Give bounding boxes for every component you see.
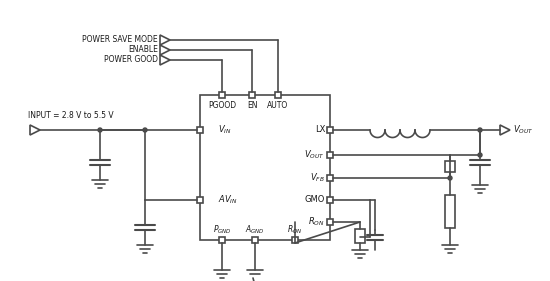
Bar: [445, 161, 455, 172]
Bar: [275, 92, 281, 98]
Text: POWER GOOD: POWER GOOD: [104, 56, 158, 65]
Text: INPUT = 2.8 V to 5.5 V: INPUT = 2.8 V to 5.5 V: [28, 110, 114, 119]
Text: $AV_{IN}$: $AV_{IN}$: [218, 194, 238, 206]
Bar: [327, 127, 333, 133]
Bar: [327, 175, 333, 181]
Text: $R_{ON}$: $R_{ON}$: [287, 224, 303, 236]
Bar: [445, 195, 455, 228]
Text: $A_{GND}$: $A_{GND}$: [245, 224, 265, 236]
Text: POWER SAVE MODE: POWER SAVE MODE: [82, 35, 158, 44]
Text: $R_{ON}$: $R_{ON}$: [309, 216, 325, 228]
Text: $V_{OUT}$: $V_{OUT}$: [304, 149, 325, 161]
Circle shape: [478, 128, 482, 132]
Text: LX: LX: [315, 126, 325, 135]
Text: ENABLE: ENABLE: [128, 46, 158, 55]
Bar: [249, 92, 255, 98]
Bar: [219, 92, 225, 98]
Text: AUTO: AUTO: [267, 101, 289, 110]
Bar: [200, 95, 330, 240]
Text: PGOOD: PGOOD: [208, 101, 236, 110]
Circle shape: [478, 153, 482, 157]
Bar: [197, 197, 203, 203]
Text: $V_{FB}$: $V_{FB}$: [310, 172, 325, 184]
Bar: [197, 127, 203, 133]
Text: GMO: GMO: [305, 196, 325, 205]
Bar: [292, 237, 298, 243]
Text: $P_{GND}$: $P_{GND}$: [213, 224, 232, 236]
Circle shape: [143, 128, 147, 132]
Bar: [327, 219, 333, 225]
Bar: [355, 229, 365, 243]
Bar: [252, 237, 258, 243]
Circle shape: [448, 176, 452, 180]
Text: $V_{IN}$: $V_{IN}$: [218, 124, 232, 136]
Circle shape: [98, 128, 102, 132]
Text: $V_{OUT}$: $V_{OUT}$: [513, 124, 533, 136]
Bar: [327, 197, 333, 203]
Bar: [219, 237, 225, 243]
Bar: [327, 152, 333, 158]
Text: EN: EN: [247, 101, 257, 110]
